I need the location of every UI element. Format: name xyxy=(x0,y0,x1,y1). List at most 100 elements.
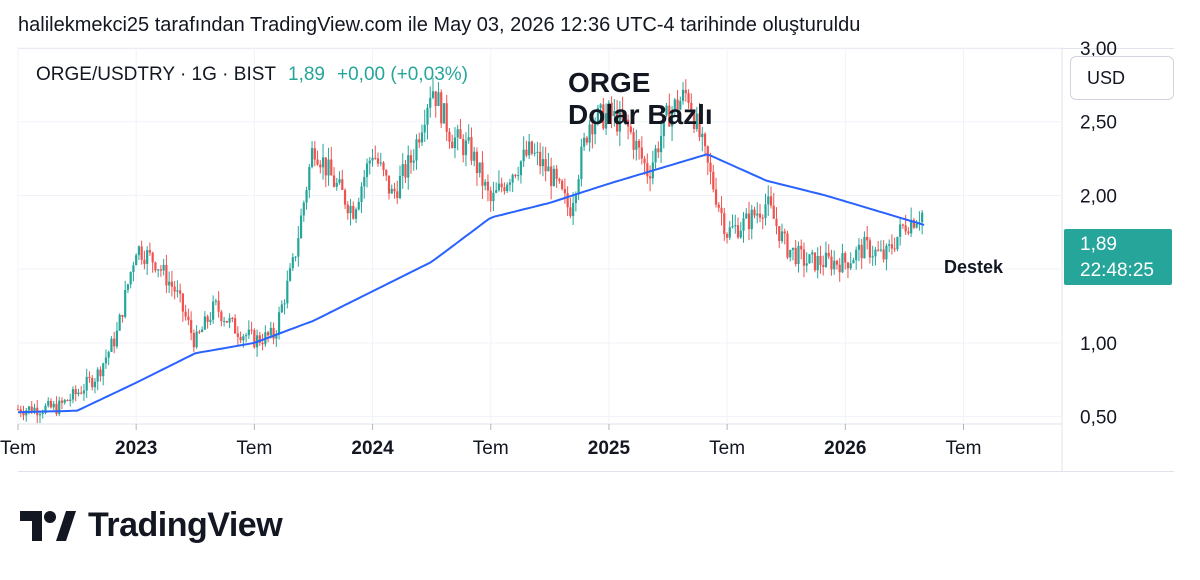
candle-body xyxy=(91,377,94,388)
candle-body xyxy=(910,219,913,234)
candle-body xyxy=(30,406,33,413)
candle-body xyxy=(728,227,731,238)
candle-body xyxy=(731,226,734,228)
candle-body xyxy=(879,249,883,251)
candle-body xyxy=(302,202,305,216)
candle-body xyxy=(269,327,272,336)
candle-body xyxy=(162,264,165,271)
candle-body xyxy=(115,330,119,347)
candle-body xyxy=(522,149,525,162)
candle-body xyxy=(536,151,539,153)
candle-body xyxy=(299,215,303,239)
candle-body xyxy=(800,245,803,250)
candle-body xyxy=(464,140,468,156)
candle-body xyxy=(448,131,451,142)
candle-body xyxy=(725,234,729,238)
price-tag-countdown: 22:48:25 xyxy=(1080,260,1154,281)
candle-body xyxy=(857,244,861,250)
candle-body xyxy=(871,256,874,258)
candle-body xyxy=(321,157,325,168)
candle-body xyxy=(85,376,88,391)
candle-body xyxy=(506,184,509,192)
candle-body xyxy=(52,403,55,408)
candle-body xyxy=(291,257,294,269)
candle-body xyxy=(407,155,410,178)
candle-body xyxy=(409,155,413,163)
candle-body xyxy=(492,192,495,202)
candle-body xyxy=(181,293,184,312)
candle-body xyxy=(555,168,558,179)
candle-body xyxy=(74,389,77,395)
candle-body xyxy=(473,151,476,161)
candle-body xyxy=(497,183,501,191)
candle-body xyxy=(690,102,693,113)
candle-body xyxy=(698,113,701,138)
x-tick-label: Tem xyxy=(709,438,745,459)
grid xyxy=(17,47,1063,472)
candle-body xyxy=(591,124,594,135)
candle-body xyxy=(195,331,198,348)
moving-average-line xyxy=(17,153,925,414)
candle-body xyxy=(412,160,415,163)
candle-body xyxy=(783,231,786,234)
candle-body xyxy=(701,133,704,138)
candle-body xyxy=(901,224,905,226)
candle-body xyxy=(912,219,915,228)
candle-body xyxy=(882,249,885,260)
candle-body xyxy=(874,249,877,257)
candle-body xyxy=(860,244,863,259)
candle-body xyxy=(214,300,217,302)
candle-body xyxy=(434,91,437,107)
candle-body xyxy=(126,284,130,290)
candle-body xyxy=(151,252,154,263)
candle-body xyxy=(371,157,374,161)
candle-body xyxy=(791,247,795,250)
tradingview-logo[interactable]: TradingView xyxy=(20,506,283,545)
candle-body xyxy=(451,141,454,149)
candle-body xyxy=(242,336,245,341)
candle-body xyxy=(572,203,575,217)
candle-body xyxy=(574,194,577,204)
chart-title-line: ORGE xyxy=(568,67,650,98)
candle-body xyxy=(714,189,718,205)
candle-body xyxy=(437,92,440,107)
x-tick-label: Tem xyxy=(473,438,509,459)
symbol-info[interactable]: ORGE/USDTRY · 1G · BIST xyxy=(36,64,277,85)
candle-body xyxy=(615,111,619,132)
candle-body xyxy=(387,175,391,194)
candle-body xyxy=(665,105,668,116)
candle-body xyxy=(335,182,338,187)
candle-body xyxy=(676,99,679,110)
candle-body xyxy=(695,113,698,130)
candle-body xyxy=(445,103,448,132)
candle-body xyxy=(440,92,443,124)
candle-body xyxy=(203,316,206,330)
candle-body xyxy=(429,97,432,108)
candle-body xyxy=(330,159,333,176)
candle-body xyxy=(835,260,839,265)
x-tick-label: 2023 xyxy=(115,438,157,459)
y-tick-label: 1,00 xyxy=(1080,334,1117,355)
candle-body xyxy=(418,139,421,143)
chart-title-line: Dolar Bazlı xyxy=(568,99,713,130)
candle-body xyxy=(401,164,404,176)
candle-body xyxy=(797,245,800,265)
candle-body xyxy=(201,329,204,333)
candle-body xyxy=(610,102,613,117)
candle-body xyxy=(599,104,602,109)
candle-body xyxy=(846,262,850,269)
candle-body xyxy=(148,250,152,253)
candle-body xyxy=(247,329,250,336)
candle-body xyxy=(827,252,830,257)
currency-button[interactable]: USD xyxy=(1070,56,1174,100)
candle-body xyxy=(190,320,193,334)
candle-body xyxy=(736,225,740,238)
candle-body xyxy=(720,207,723,214)
candle-body xyxy=(561,180,564,190)
candle-body xyxy=(679,100,682,110)
candle-body xyxy=(376,158,380,164)
candle-body xyxy=(170,281,173,287)
candle-body xyxy=(275,334,278,339)
candle-body xyxy=(533,152,536,154)
